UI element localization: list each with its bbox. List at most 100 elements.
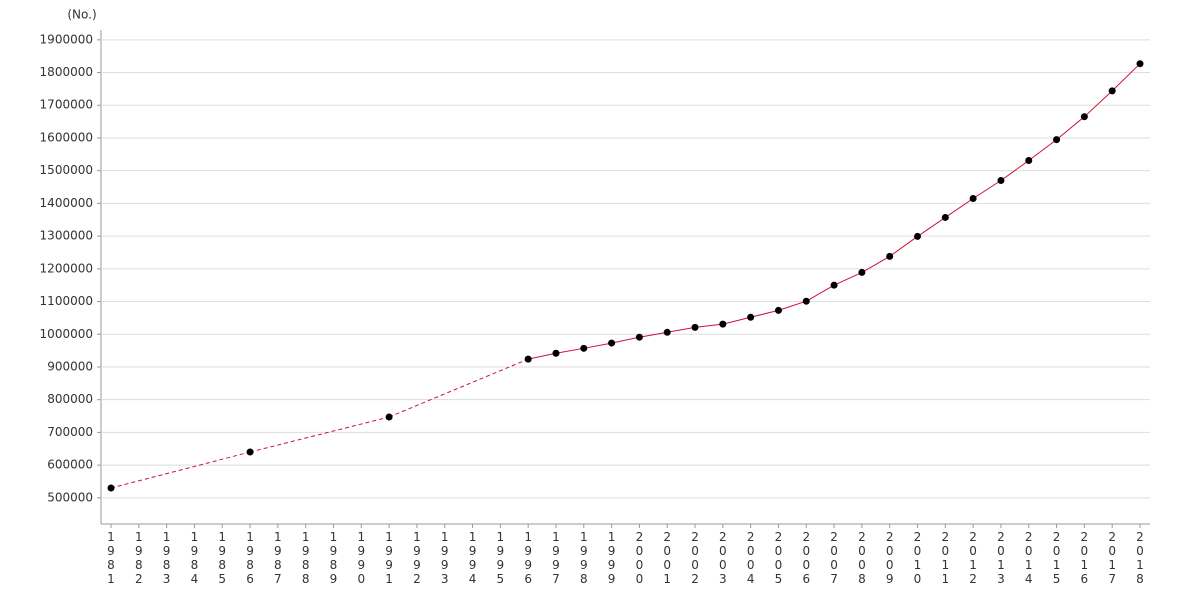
y-axis-label: (No.): [67, 8, 96, 22]
y-tick-label: 1400000: [40, 196, 93, 210]
x-tick-label: 2018: [1136, 530, 1144, 586]
y-tick-label: 1500000: [40, 163, 93, 177]
y-tick-label: 1000000: [40, 327, 93, 341]
x-tick-label: 2009: [885, 530, 894, 586]
line-segment: [1000, 160, 1030, 181]
line-segment: [110, 451, 251, 489]
y-tick-label: 1100000: [40, 294, 93, 308]
data-point: [1108, 87, 1116, 95]
line-segment: [722, 316, 751, 325]
line-segment: [806, 284, 835, 302]
line-segment: [750, 309, 779, 318]
data-point: [1025, 157, 1033, 165]
x-tick-label: 1986: [246, 530, 254, 586]
line-segment: [249, 416, 390, 453]
x-tick-label: 2010: [913, 530, 922, 586]
line-segment: [917, 217, 946, 237]
data-point: [969, 194, 977, 202]
x-tick-label: 1991: [385, 530, 393, 586]
x-tick-label: 2015: [1052, 530, 1061, 586]
x-tick-label: 1990: [357, 530, 366, 586]
x-tick-label: 2014: [1024, 530, 1033, 586]
x-tick-label: 1993: [440, 530, 449, 586]
x-tick-label: 2017: [1108, 530, 1116, 586]
y-tick-label: 1800000: [40, 65, 93, 79]
data-point: [941, 213, 949, 221]
x-tick-label: 2006: [802, 530, 811, 586]
x-tick-label: 1987: [274, 530, 282, 586]
data-point: [997, 176, 1005, 184]
data-point: [858, 268, 866, 276]
x-tick-label: 2003: [719, 530, 727, 586]
line-segment: [694, 323, 723, 328]
data-point: [747, 313, 755, 321]
data-point: [1136, 60, 1144, 68]
data-point: [886, 252, 894, 260]
line-segment: [889, 236, 918, 257]
x-tick-label: 1992: [413, 530, 421, 586]
x-tick-label: 1984: [190, 530, 199, 586]
x-tick-label: 1996: [524, 530, 532, 586]
x-tick-label: 1995: [496, 530, 505, 586]
line-segment: [1084, 90, 1113, 118]
data-point: [663, 328, 671, 336]
x-tick-label: 2005: [774, 530, 783, 586]
data-point: [552, 349, 560, 357]
data-point: [914, 232, 922, 240]
line-segment: [667, 326, 696, 333]
data-point: [719, 320, 727, 328]
line-segment: [778, 300, 807, 311]
data-point: [107, 484, 115, 492]
data-point: [1080, 113, 1088, 121]
x-tick-label: 2016: [1080, 530, 1089, 586]
x-tick-label: 1981: [107, 530, 115, 586]
data-point: [1053, 136, 1061, 144]
data-point: [580, 344, 588, 352]
y-tick-label: 700000: [47, 425, 93, 439]
data-point: [830, 281, 838, 289]
x-tick-label: 1982: [134, 530, 143, 586]
line-segment: [611, 336, 640, 344]
data-point: [246, 448, 254, 456]
line-segment: [388, 358, 529, 418]
y-tick-label: 500000: [47, 490, 93, 504]
x-tick-label: 1998: [579, 530, 588, 586]
y-tick-label: 1700000: [40, 98, 93, 112]
x-tick-label: 2012: [969, 530, 977, 586]
x-tick-label: 2001: [663, 530, 672, 586]
line-segment: [833, 271, 863, 286]
x-tick-label: 1988: [301, 530, 310, 586]
x-tick-label: 1985: [218, 530, 227, 586]
x-tick-label: 1997: [552, 530, 560, 586]
line-segment: [583, 342, 612, 349]
y-tick-label: 1300000: [40, 229, 93, 243]
x-tick-label: 2004: [746, 530, 755, 586]
x-tick-label: 2011: [941, 530, 950, 586]
x-tick-label: 2008: [858, 530, 866, 586]
line-segment: [861, 255, 890, 273]
line-segment: [555, 347, 584, 354]
y-tick-label: 900000: [47, 359, 93, 373]
y-tick-label: 800000: [47, 392, 93, 406]
x-tick-label: 1983: [162, 530, 171, 586]
y-tick-label: 1900000: [40, 32, 93, 46]
line-segment: [528, 352, 557, 360]
y-tick-label: 600000: [47, 458, 93, 472]
x-tick-label: 2007: [830, 530, 838, 586]
x-tick-label: 2002: [691, 530, 699, 586]
data-point: [635, 333, 643, 341]
data-point: [802, 297, 810, 305]
line-segment: [1028, 139, 1057, 161]
y-tick-label: 1200000: [40, 261, 93, 275]
x-tick-label: 1994: [468, 530, 477, 586]
line-segment: [639, 331, 668, 338]
x-tick-label: 1999: [607, 530, 616, 586]
line-segment: [972, 180, 1002, 199]
data-point: [385, 413, 393, 421]
data-point: [774, 306, 782, 314]
x-tick-label: 2013: [997, 530, 1005, 586]
x-tick-label: 2000: [635, 530, 644, 586]
line-segment: [1111, 63, 1141, 92]
